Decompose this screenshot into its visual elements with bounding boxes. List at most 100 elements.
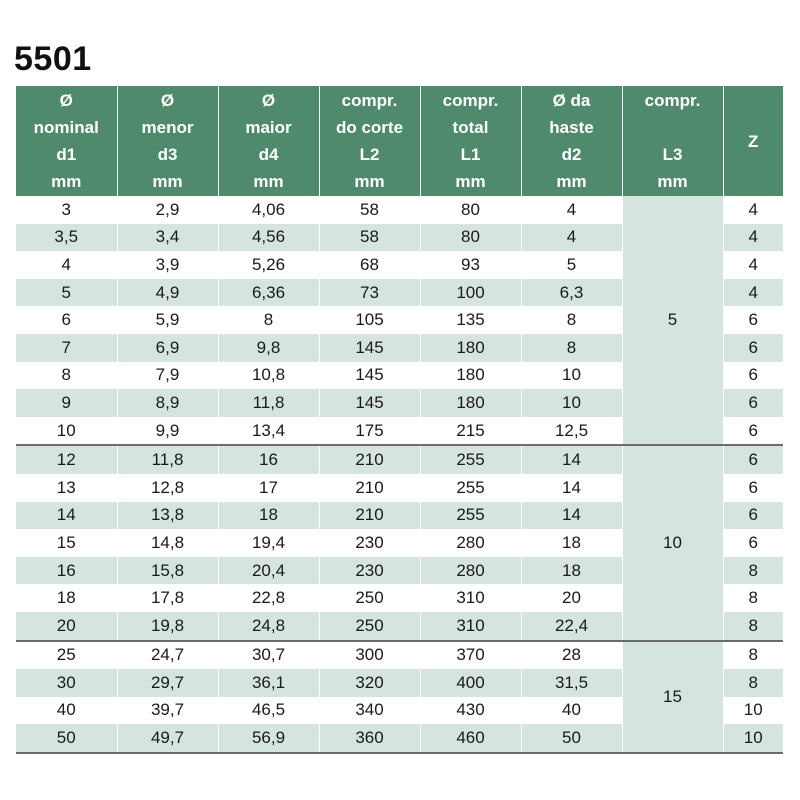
cell-d3: 12,8: [117, 473, 219, 502]
header-line: total: [452, 118, 489, 137]
cell-l1: 460: [420, 724, 522, 754]
cell-z: 8: [723, 584, 783, 612]
cell-l2: 58: [319, 196, 421, 224]
cell-d3: 17,8: [117, 584, 219, 612]
cell-d4: 36,1: [218, 669, 320, 697]
cell-d3: 8,9: [117, 389, 219, 417]
cell-d2: 4: [521, 223, 623, 252]
cell-z: 6: [723, 501, 783, 530]
cell-z: 6: [723, 529, 783, 557]
cell-d4: 30,7: [218, 639, 320, 670]
header-line: Ø: [261, 91, 276, 110]
table-row: 12 11,8 16 210 255 14 10 6: [16, 444, 783, 641]
cell-d1: 4: [16, 251, 118, 279]
table-row: 25 24,7 30,7 300 370 28 15 8: [16, 639, 783, 754]
cell-l2: 210: [319, 444, 421, 474]
cell-d3: 3,4: [117, 223, 219, 252]
cell-d4: 19,4: [218, 529, 320, 557]
header-l3: compr. L3 mm: [622, 86, 724, 196]
cell-l2: 145: [319, 333, 421, 362]
cell-z: 8: [723, 611, 783, 641]
header-line: compr.: [644, 91, 701, 110]
header-line: mm: [556, 172, 587, 191]
cell-d4: 56,9: [218, 724, 320, 754]
cell-d4: 16: [218, 444, 320, 474]
header-line: do corte: [335, 118, 404, 137]
cell-l1: 80: [420, 196, 522, 224]
cell-z: 6: [723, 444, 783, 474]
cell-l2: 340: [319, 696, 421, 725]
cell-d3: 15,8: [117, 556, 219, 585]
table-row: 40 39,7 46,5 340 430 40 10: [16, 696, 783, 725]
header-line: maior: [245, 118, 292, 137]
cell-d3: 29,7: [117, 669, 219, 697]
cell-d2: 8: [521, 306, 623, 334]
cell-d1: 40: [16, 696, 118, 725]
header-line: Ø: [59, 91, 73, 110]
cell-d4: 13,4: [218, 416, 320, 446]
header-line: menor: [141, 118, 194, 137]
cell-d3: 14,8: [117, 529, 219, 557]
header-d2: Ø da haste d2 mm: [521, 86, 623, 196]
header-line: [623, 114, 723, 141]
cell-d1: 9: [16, 389, 118, 417]
cell-d3: 3,9: [117, 251, 219, 279]
cell-l2: 230: [319, 529, 421, 557]
cell-z: 6: [723, 361, 783, 390]
table-row: 16 15,8 20,4 230 280 18 8: [16, 556, 783, 585]
header-line: mm: [657, 172, 688, 191]
cell-d4: 9,8: [218, 333, 320, 362]
header-line: L1: [460, 145, 481, 164]
cell-l2: 175: [319, 416, 421, 446]
cell-d1: 6: [16, 306, 118, 334]
cell-l2: 73: [319, 278, 421, 307]
cell-z: 6: [723, 333, 783, 362]
cell-l1: 280: [420, 556, 522, 585]
cell-d1: 14: [16, 501, 118, 530]
header-line: nominal: [33, 118, 99, 137]
cell-d1: 7: [16, 333, 118, 362]
cell-z: 6: [723, 306, 783, 334]
cell-d1: 16: [16, 556, 118, 585]
table-row: 13 12,8 17 210 255 14 6: [16, 473, 783, 502]
cell-l1: 100: [420, 278, 522, 307]
table-row: 7 6,9 9,8 145 180 8 6: [16, 333, 783, 362]
header-line: d2: [561, 145, 582, 164]
cell-d1: 20: [16, 611, 118, 641]
cell-d3: 9,9: [117, 416, 219, 446]
cell-l2: 210: [319, 473, 421, 502]
cell-z: 4: [723, 223, 783, 252]
cell-d2: 14: [521, 473, 623, 502]
cell-d1: 30: [16, 669, 118, 697]
header-line: mm: [51, 172, 82, 191]
header-line: d4: [258, 145, 279, 164]
cell-z: 4: [723, 278, 783, 307]
table-row: 50 49,7 56,9 360 460 50 10: [16, 724, 783, 754]
cell-d1: 13: [16, 473, 118, 502]
cell-d2: 50: [521, 724, 623, 754]
table-row: 3,5 3,4 4,56 58 80 4 4: [16, 223, 783, 252]
header-line: Z: [748, 131, 759, 151]
cell-l1: 255: [420, 444, 522, 474]
cell-l3: 10: [622, 444, 724, 641]
cell-d3: 11,8: [117, 444, 219, 474]
cell-d2: 5: [521, 251, 623, 279]
cell-d4: 4,06: [218, 196, 320, 224]
cell-l2: 230: [319, 556, 421, 585]
cell-z: 10: [723, 724, 783, 754]
cell-d4: 17: [218, 473, 320, 502]
table-row: 15 14,8 19,4 230 280 18 6: [16, 529, 783, 557]
cell-z: 8: [723, 556, 783, 585]
cell-d2: 18: [521, 556, 623, 585]
cell-d3: 5,9: [117, 306, 219, 334]
cell-d2: 28: [521, 639, 623, 670]
cell-d1: 3,5: [16, 223, 118, 252]
cell-l2: 300: [319, 639, 421, 670]
cell-l2: 360: [319, 724, 421, 754]
cell-d2: 14: [521, 501, 623, 530]
cell-d1: 12: [16, 444, 118, 474]
table-row: 4 3,9 5,26 68 93 5 4: [16, 251, 783, 279]
